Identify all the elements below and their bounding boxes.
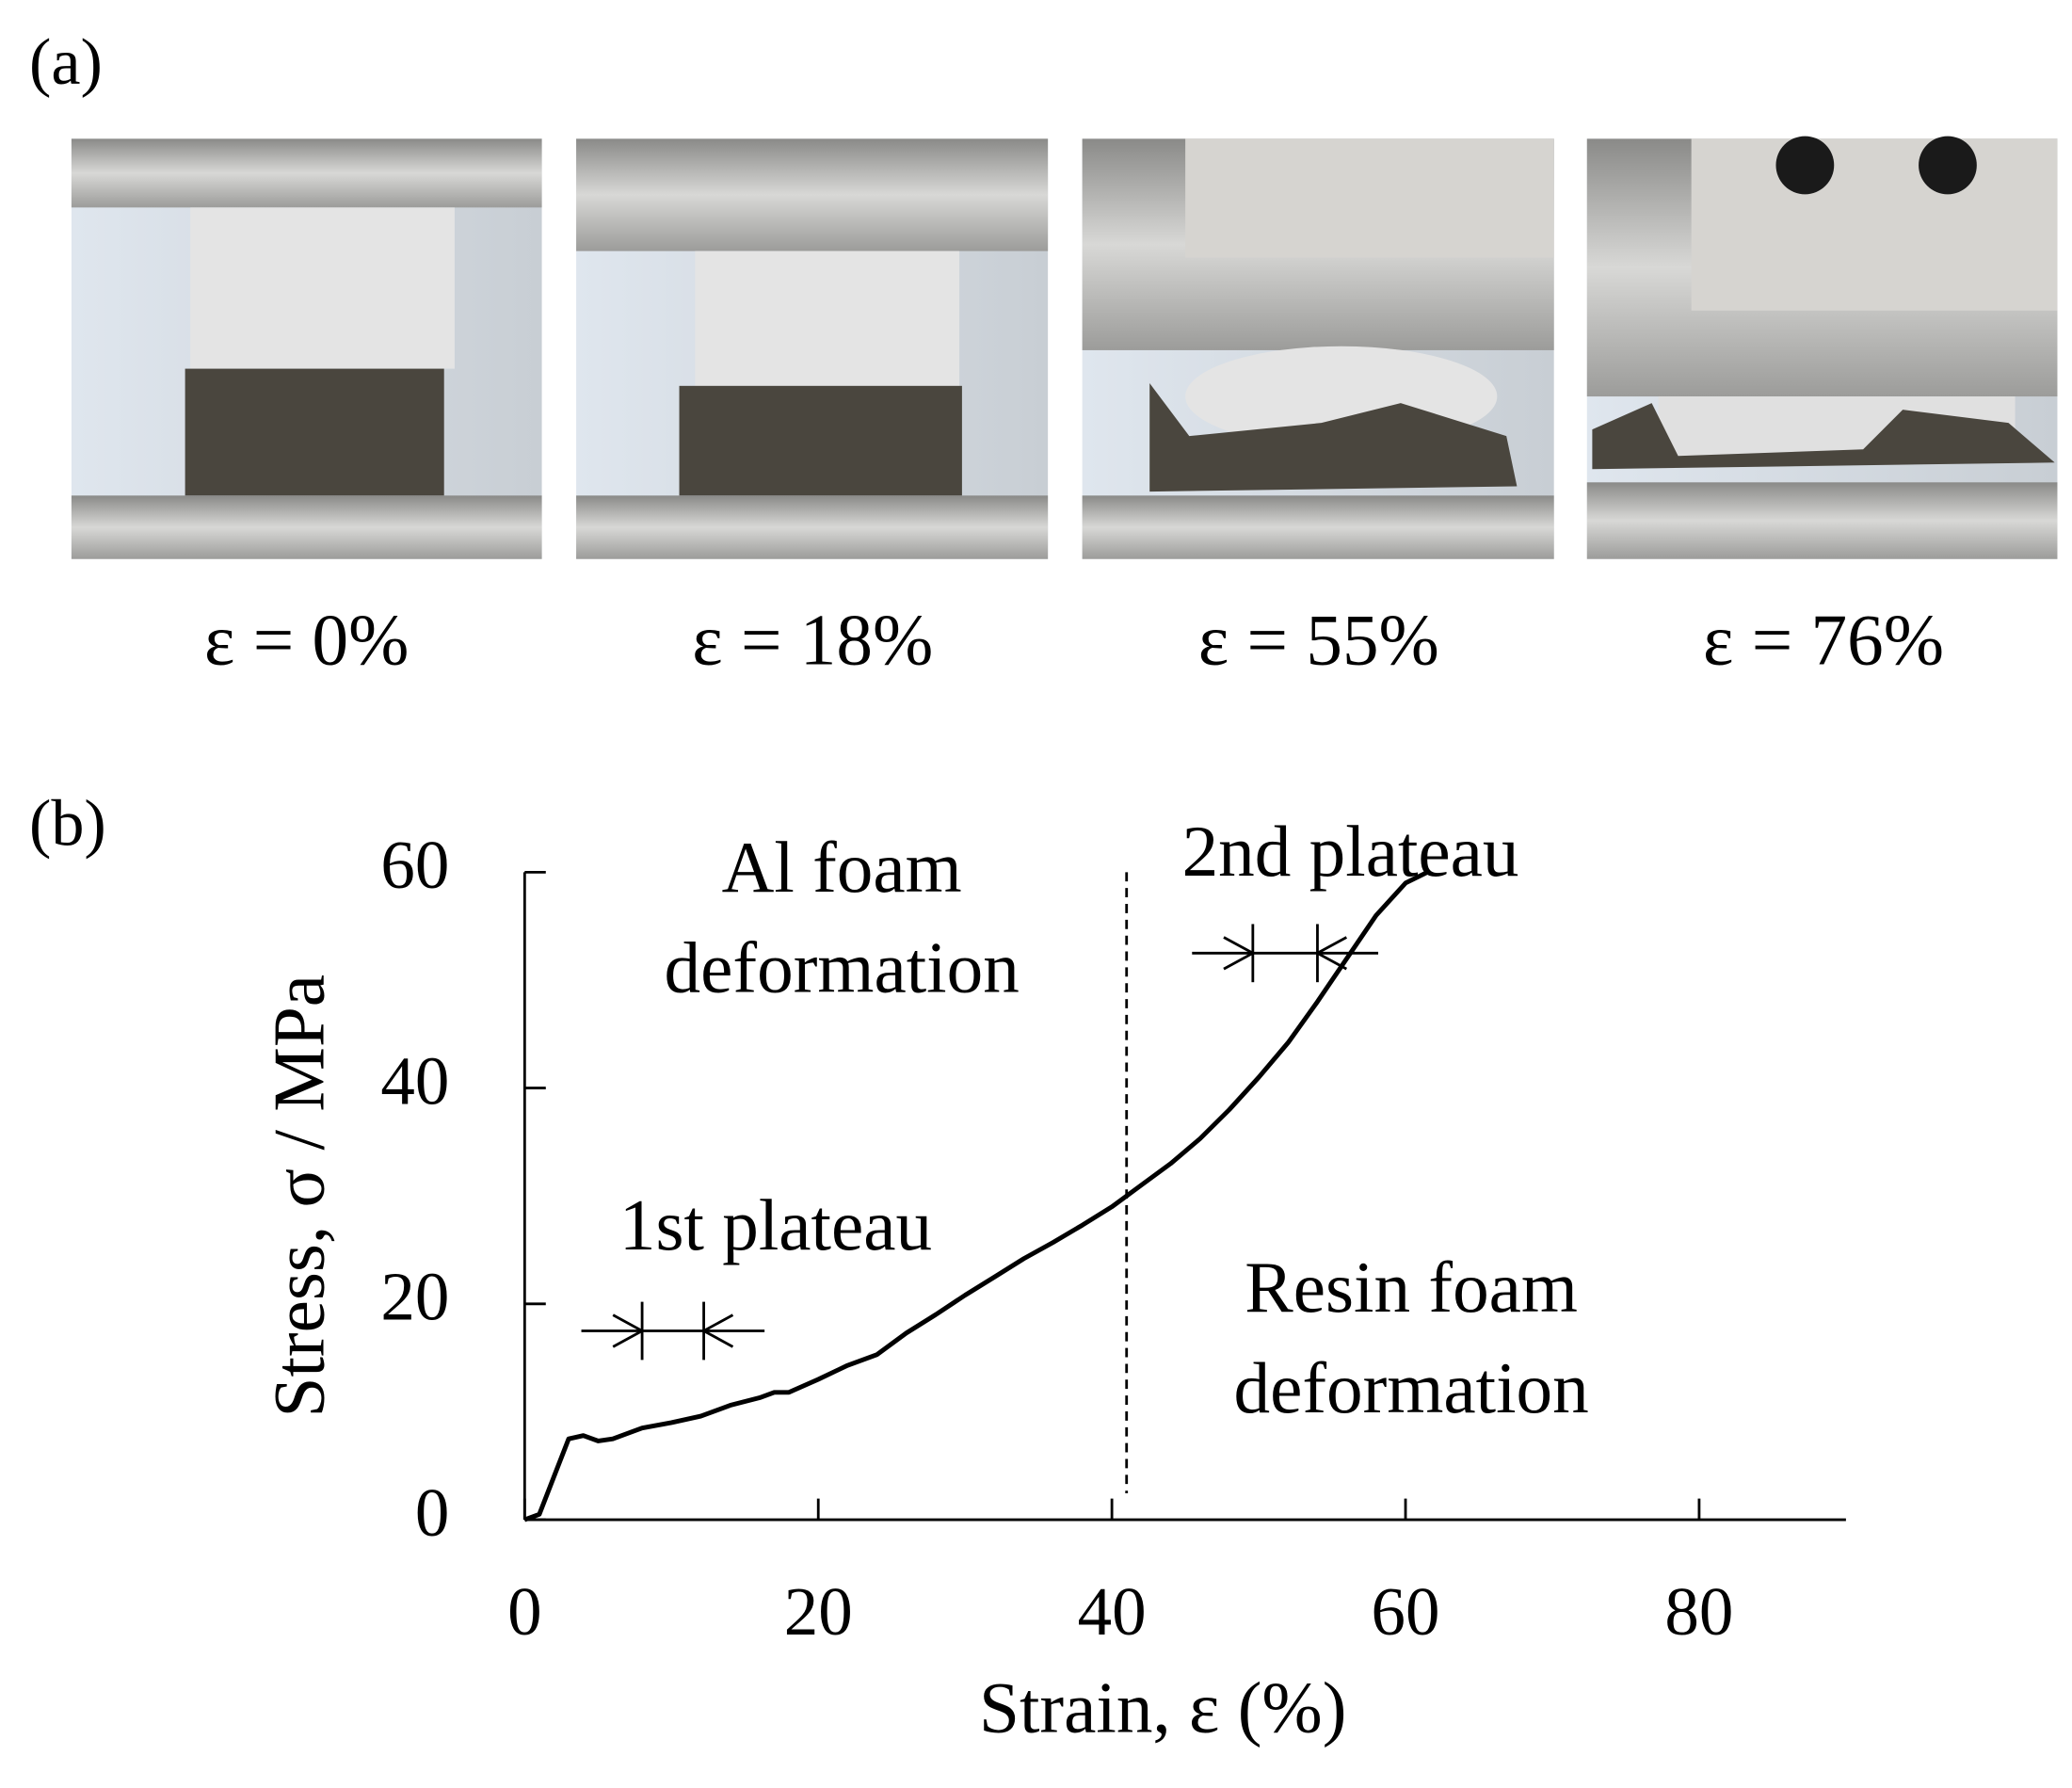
x-tick-label: 60 — [1372, 1573, 1440, 1650]
region-annotation: deformation — [665, 927, 1020, 1008]
y-tick-label: 40 — [380, 1042, 449, 1119]
panel-label: (a) — [29, 25, 103, 99]
photo-caption: ε = 55% — [1198, 599, 1439, 680]
x-axis-label: Strain, ε (%) — [979, 1667, 1346, 1748]
photo-caption: ε = 0% — [204, 599, 409, 680]
y-tick-label: 20 — [380, 1259, 449, 1335]
plateau-arrowhead — [1223, 936, 1256, 971]
y-tick-label: 60 — [380, 827, 449, 903]
x-tick-label: 20 — [784, 1573, 853, 1650]
photo — [1586, 136, 2058, 559]
photo-caption: ε = 18% — [692, 599, 933, 680]
x-tick-label: 40 — [1078, 1573, 1147, 1650]
stress-strain-curve — [523, 870, 1429, 1522]
y-tick-label: 0 — [415, 1474, 449, 1551]
plateau-arrowhead — [612, 1313, 646, 1348]
region-annotation: deformation — [1233, 1347, 1588, 1428]
panel-label: (b) — [29, 787, 106, 861]
photo-caption: ε = 76% — [1703, 599, 1944, 680]
x-tick-label: 0 — [507, 1573, 541, 1650]
region-annotation: Resin foam — [1245, 1247, 1578, 1328]
photo — [576, 138, 1049, 559]
plateau-label: 2nd plateau — [1182, 811, 1519, 892]
photo — [71, 138, 542, 559]
x-tick-label: 80 — [1664, 1573, 1733, 1650]
region-annotation: Al foam — [722, 827, 962, 908]
plateau-arrowhead — [1314, 936, 1348, 971]
y-axis-label: Stress, σ / MPa — [258, 975, 339, 1417]
photo — [1082, 138, 1554, 559]
plateau-label: 1st plateau — [619, 1184, 932, 1265]
plateau-arrowhead — [700, 1313, 734, 1348]
